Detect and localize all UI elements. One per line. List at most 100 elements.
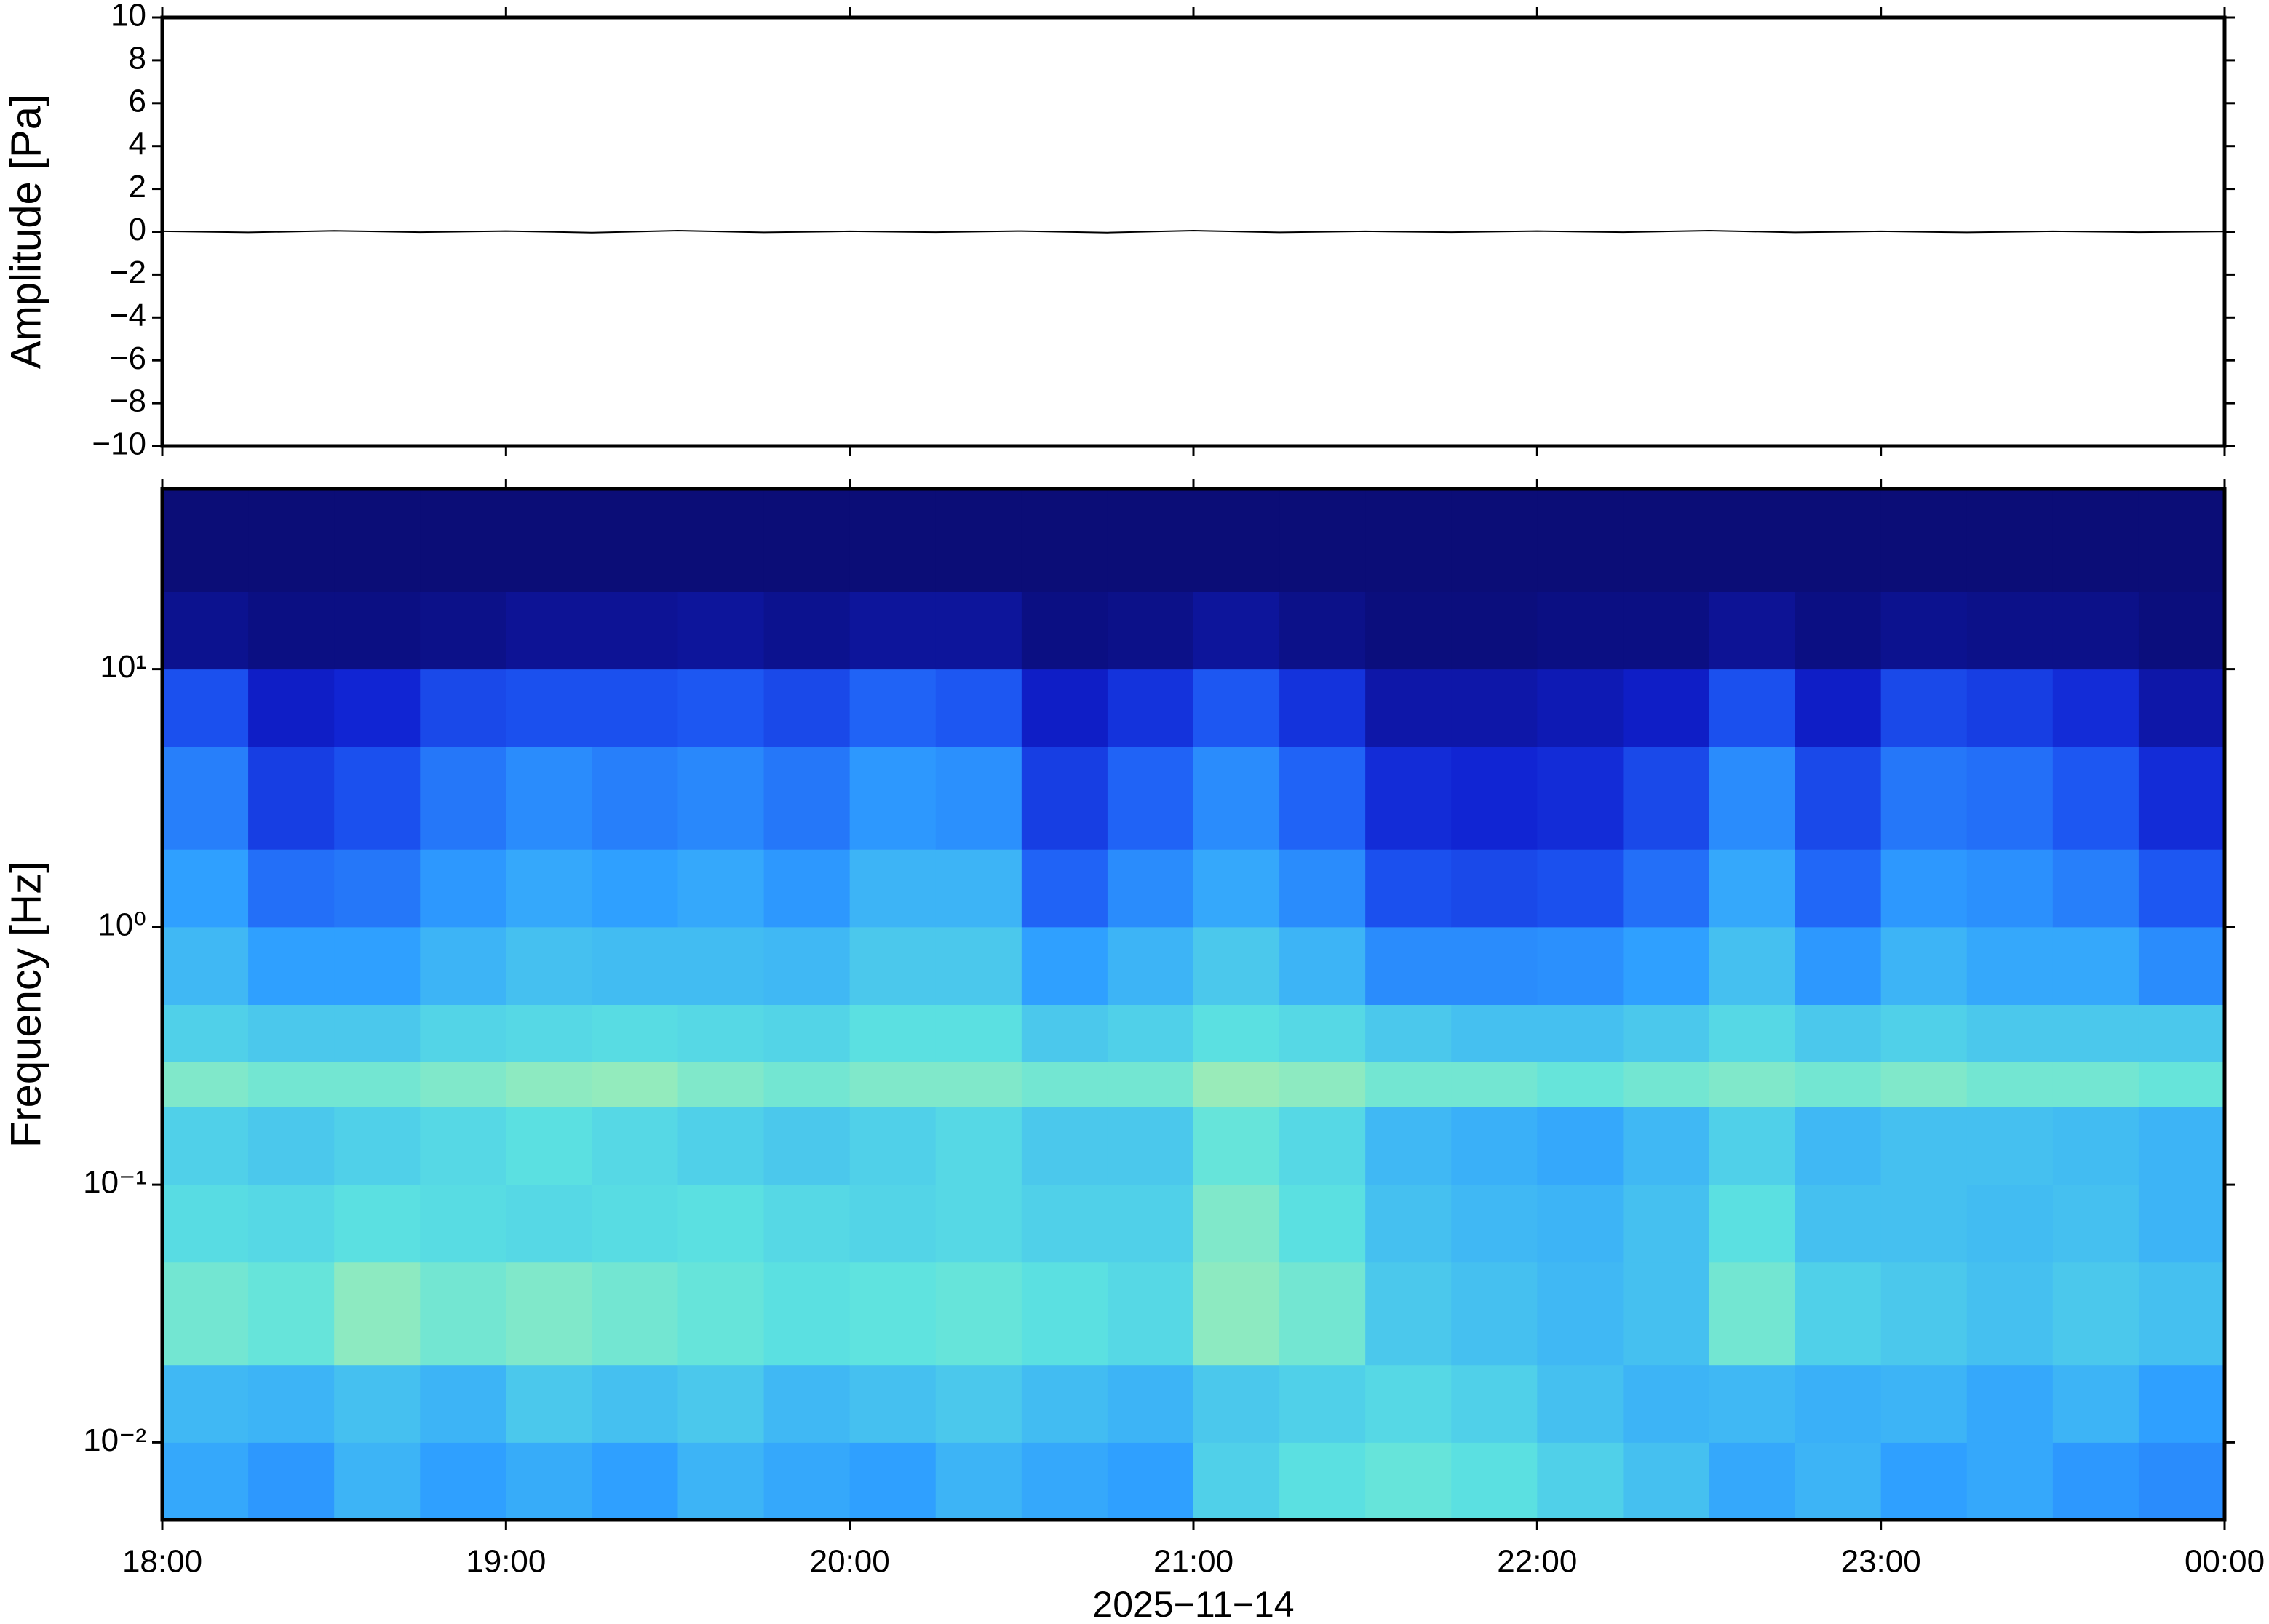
spectrogram-cell (1966, 1364, 2054, 1443)
spectrogram-cell (592, 1107, 678, 1185)
panel: 18:00 19:00 20:00 21:00 22:00 23:00 00:00 10⁻² 1… (2, 479, 2265, 1624)
spectrogram-cell (248, 1062, 335, 1107)
spectrogram-cell (1880, 1004, 1968, 1062)
spectrogram-cell (1795, 489, 1882, 592)
spectrogram-cell (763, 669, 851, 747)
spectrogram-cell (1623, 1364, 1709, 1443)
spectrogram-cell (162, 1262, 249, 1366)
spectrogram-cell (1880, 1262, 1968, 1366)
spectrogram-cell (2052, 489, 2139, 592)
spectrogram-cell (1709, 669, 1796, 747)
spectrogram-cell (1795, 1442, 1882, 1521)
spectrogram-cell (1880, 849, 1968, 928)
spectrogram-cell (1623, 1062, 1709, 1107)
spectrogram-cell (420, 591, 506, 670)
spectrogram-cell (1451, 1262, 1538, 1366)
spectrogram-cell (1365, 489, 1452, 592)
spectrogram-cell (1193, 591, 1280, 670)
spectrogram-cell (420, 669, 506, 747)
spectrogram-cell (2052, 747, 2139, 850)
spectrogram-cell (1709, 591, 1796, 670)
y-tick-label: −8 (110, 383, 146, 419)
spectrogram-cell (849, 1185, 937, 1263)
spectrogram-cell (1365, 1107, 1452, 1185)
spectrogram-cell (677, 1107, 765, 1185)
spectrogram-cell (1623, 747, 1709, 850)
spectrogram-cell (248, 926, 335, 1005)
spectrogram-cell (1107, 591, 1194, 670)
spectrogram-cell (334, 1062, 421, 1107)
spectrogram-cell (763, 1262, 851, 1366)
spectrogram-cell (1021, 849, 1108, 928)
spectrogram-cell (248, 1185, 335, 1263)
spectrogram-cell (2052, 849, 2139, 928)
spectrogram-cell (2138, 489, 2225, 592)
spectrogram-cell (1623, 489, 1709, 592)
spectrogram-cell (1279, 1062, 1366, 1107)
spectrogram-cell (763, 849, 851, 928)
spectrogram-cell (1193, 926, 1280, 1005)
spectrogram-cell (1451, 489, 1538, 592)
spectrogram-cell (162, 1062, 249, 1107)
spectrogram-cell (1795, 1185, 1882, 1263)
spectrogram-cell (248, 1364, 335, 1443)
spectrogram-cell (506, 1185, 592, 1263)
spectrogram-cell (1451, 1004, 1538, 1062)
spectrogram-cell (849, 1062, 937, 1107)
spectrogram-cell (2138, 1364, 2225, 1443)
spectrogram-cell (248, 489, 335, 592)
spectrogram-cell (1537, 669, 1624, 747)
spectrogram-cell (1880, 591, 1968, 670)
spectrogram-cell (1107, 1004, 1194, 1062)
spectrogram-cell (1193, 1107, 1280, 1185)
spectrogram-cell (506, 1062, 592, 1107)
spectrogram-cell (935, 1442, 1022, 1521)
spectrogram-cell (592, 591, 678, 670)
spectrogram-cell (935, 1062, 1022, 1107)
spectrogram-cell (334, 1442, 421, 1521)
spectrogram-cell (677, 489, 765, 592)
spectrogram-cell (1795, 747, 1882, 850)
spectrogram-cell (1537, 489, 1624, 592)
spectrogram-cell (849, 669, 937, 747)
spectrogram-cell (763, 1442, 851, 1521)
spectrogram-cell (162, 849, 249, 928)
spectrogram-cell (1193, 1364, 1280, 1443)
spectrogram-cell (1795, 1062, 1882, 1107)
spectrogram-cell (1537, 1262, 1624, 1366)
spectrogram-cell (162, 926, 249, 1005)
spectrogram-cell (1193, 669, 1280, 747)
spectrogram-cell (2052, 1442, 2139, 1521)
spectrogram-cell (420, 1364, 506, 1443)
spectrogram-cell (334, 926, 421, 1005)
spectrogram-cell (592, 747, 678, 850)
spectrogram-cell (2052, 591, 2139, 670)
spectrogram-cell (849, 1004, 937, 1062)
y-tick-label: 2 (129, 169, 146, 204)
spectrogram-cell (849, 849, 937, 928)
spectrogram-cell (506, 1262, 592, 1366)
spectrogram-cell (334, 1004, 421, 1062)
spectrogram-cell (935, 747, 1022, 850)
spectrogram-cell (1709, 1107, 1796, 1185)
spectrogram-cell (1365, 1364, 1452, 1443)
spectrogram-cell (592, 1364, 678, 1443)
spectrogram-cell (248, 747, 335, 850)
spectrogram-cell (2052, 1364, 2139, 1443)
spectrogram-cell (1021, 1262, 1108, 1366)
panel: −10 −8 −6 −4 −2 0 2 4 6 8 10 Amplitude [Pa] (2, 0, 2235, 462)
spectrogram-cell (849, 926, 937, 1005)
spectrogram-cell (1880, 1107, 1968, 1185)
spectrogram-cell (763, 1364, 851, 1443)
spectrogram-cell (506, 591, 592, 670)
spectrogram-cell (1537, 1062, 1624, 1107)
spectrogram-cell (1709, 1004, 1796, 1062)
spectrogram-cell (162, 489, 249, 592)
x-tick-label: 18:00 (122, 1544, 202, 1580)
spectrogram-cell (1365, 1185, 1452, 1263)
spectrogram-cell (1966, 1185, 2054, 1263)
y-tick-label: 10⁻² (83, 1422, 146, 1458)
spectrogram-cell (2138, 747, 2225, 850)
spectrogram-cell (1537, 849, 1624, 928)
spectrogram-cell (334, 747, 421, 850)
